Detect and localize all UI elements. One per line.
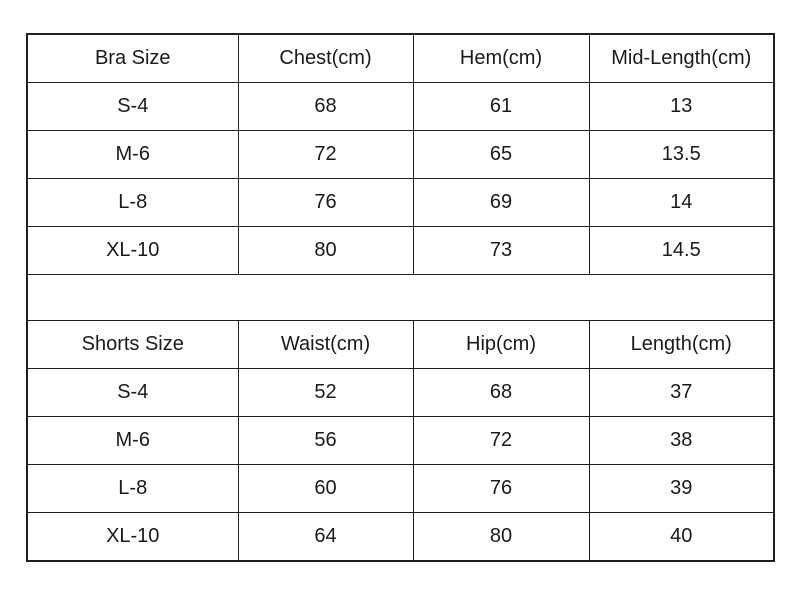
length-column-header: Length(cm) [588, 320, 775, 369]
value-cell: 64 [237, 512, 414, 562]
bra-header-row: Bra Size Chest(cm) Hem(cm) Mid-Length(cm… [26, 33, 775, 83]
value-cell: 14.5 [588, 226, 775, 275]
spacer-cell [26, 274, 775, 321]
value-cell: 68 [237, 82, 414, 131]
value-cell: 80 [237, 226, 414, 275]
value-cell: 76 [412, 464, 590, 513]
size-cell: M-6 [26, 130, 239, 179]
value-cell: 80 [412, 512, 590, 562]
shorts-size-column-header: Shorts Size [26, 320, 239, 369]
value-cell: 40 [588, 512, 775, 562]
shorts-row-s: S-4 52 68 37 [26, 368, 775, 417]
value-cell: 13 [588, 82, 775, 131]
value-cell: 38 [588, 416, 775, 465]
value-cell: 56 [237, 416, 414, 465]
value-cell: 37 [588, 368, 775, 417]
waist-column-header: Waist(cm) [237, 320, 414, 369]
hip-column-header: Hip(cm) [412, 320, 590, 369]
value-cell: 69 [412, 178, 590, 227]
bra-row-m: M-6 72 65 13.5 [26, 130, 775, 179]
shorts-header-row: Shorts Size Waist(cm) Hip(cm) Length(cm) [26, 320, 775, 369]
value-cell: 39 [588, 464, 775, 513]
mid-length-column-header: Mid-Length(cm) [588, 33, 775, 83]
size-cell: M-6 [26, 416, 239, 465]
shorts-row-m: M-6 56 72 38 [26, 416, 775, 465]
size-chart: Bra Size Chest(cm) Hem(cm) Mid-Length(cm… [26, 33, 775, 562]
value-cell: 61 [412, 82, 590, 131]
value-cell: 73 [412, 226, 590, 275]
value-cell: 72 [412, 416, 590, 465]
shorts-row-l: L-8 60 76 39 [26, 464, 775, 513]
value-cell: 68 [412, 368, 590, 417]
size-cell: XL-10 [26, 512, 239, 562]
shorts-row-xl: XL-10 64 80 40 [26, 512, 775, 562]
bra-row-xl: XL-10 80 73 14.5 [26, 226, 775, 275]
size-cell: L-8 [26, 464, 239, 513]
chest-column-header: Chest(cm) [237, 33, 414, 83]
bra-row-s: S-4 68 61 13 [26, 82, 775, 131]
size-cell: XL-10 [26, 226, 239, 275]
value-cell: 14 [588, 178, 775, 227]
spacer-row [26, 274, 775, 321]
bra-row-l: L-8 76 69 14 [26, 178, 775, 227]
value-cell: 52 [237, 368, 414, 417]
value-cell: 76 [237, 178, 414, 227]
size-chart-table: Bra Size Chest(cm) Hem(cm) Mid-Length(cm… [26, 33, 775, 562]
value-cell: 13.5 [588, 130, 775, 179]
bra-size-column-header: Bra Size [26, 33, 239, 83]
size-cell: S-4 [26, 368, 239, 417]
value-cell: 60 [237, 464, 414, 513]
value-cell: 65 [412, 130, 590, 179]
size-cell: S-4 [26, 82, 239, 131]
size-cell: L-8 [26, 178, 239, 227]
value-cell: 72 [237, 130, 414, 179]
hem-column-header: Hem(cm) [412, 33, 590, 83]
